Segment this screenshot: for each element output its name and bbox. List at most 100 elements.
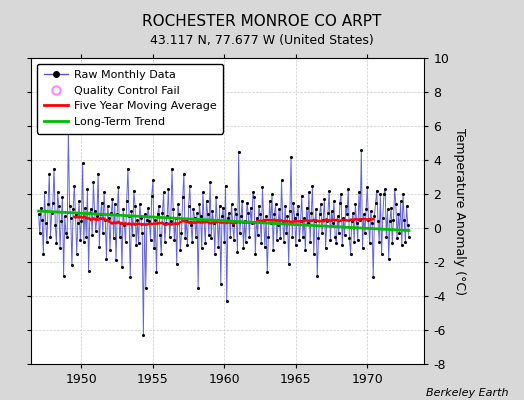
Point bbox=[38, 216, 46, 223]
Point bbox=[271, 201, 280, 207]
Point bbox=[96, 211, 105, 218]
Point bbox=[280, 238, 288, 245]
Point bbox=[230, 237, 238, 243]
Point bbox=[324, 210, 332, 216]
Point bbox=[339, 214, 347, 221]
Point bbox=[162, 220, 170, 226]
Point bbox=[196, 213, 205, 219]
Point bbox=[275, 206, 283, 212]
Point bbox=[249, 189, 257, 196]
Point bbox=[156, 232, 164, 238]
Point bbox=[63, 233, 71, 240]
Point bbox=[299, 233, 307, 240]
Point bbox=[143, 216, 151, 223]
Point bbox=[389, 216, 398, 223]
Point bbox=[362, 206, 370, 212]
Point bbox=[127, 208, 136, 214]
Point bbox=[102, 255, 111, 262]
Point bbox=[68, 262, 76, 269]
Point bbox=[92, 228, 100, 234]
Point bbox=[277, 177, 286, 184]
Point bbox=[329, 220, 337, 226]
Point bbox=[357, 147, 366, 153]
Point bbox=[218, 213, 226, 219]
Text: Berkeley Earth: Berkeley Earth bbox=[426, 388, 508, 398]
Point bbox=[279, 218, 287, 224]
Point bbox=[183, 242, 192, 248]
Point bbox=[325, 187, 333, 194]
Point bbox=[387, 204, 395, 211]
Point bbox=[368, 220, 376, 226]
Point bbox=[266, 198, 274, 204]
Point bbox=[49, 199, 57, 206]
Point bbox=[114, 184, 123, 190]
Point bbox=[72, 250, 81, 257]
Point bbox=[150, 245, 158, 252]
Point bbox=[70, 182, 79, 189]
Point bbox=[198, 245, 206, 252]
Point bbox=[199, 189, 207, 196]
Point bbox=[107, 210, 115, 216]
Point bbox=[71, 211, 80, 218]
Point bbox=[308, 182, 316, 189]
Point bbox=[256, 211, 264, 218]
Point bbox=[257, 240, 266, 246]
Point bbox=[110, 235, 118, 241]
Point bbox=[187, 222, 195, 228]
Point bbox=[164, 186, 172, 192]
Point bbox=[321, 245, 330, 252]
Point bbox=[312, 206, 320, 212]
Point bbox=[363, 184, 372, 190]
Point bbox=[390, 186, 399, 192]
Point bbox=[111, 201, 119, 207]
Point bbox=[274, 222, 282, 228]
Point bbox=[57, 218, 66, 224]
Point bbox=[161, 238, 169, 245]
Point bbox=[333, 213, 342, 219]
Point bbox=[350, 238, 358, 245]
Point bbox=[89, 179, 97, 185]
Point bbox=[375, 238, 384, 245]
Point bbox=[112, 257, 120, 264]
Point bbox=[358, 245, 367, 252]
Point bbox=[384, 206, 392, 212]
Point bbox=[185, 182, 194, 189]
Point bbox=[210, 220, 218, 226]
Point bbox=[172, 260, 181, 267]
Point bbox=[84, 267, 93, 274]
Point bbox=[46, 233, 54, 240]
Point bbox=[307, 210, 315, 216]
Point bbox=[119, 206, 127, 212]
Point bbox=[269, 247, 277, 253]
Point bbox=[332, 240, 341, 246]
Point bbox=[97, 199, 106, 206]
Point bbox=[356, 216, 364, 223]
Point bbox=[75, 198, 83, 204]
Point bbox=[342, 203, 350, 209]
Point bbox=[69, 206, 78, 212]
Point bbox=[343, 211, 351, 218]
Point bbox=[56, 245, 64, 252]
Point bbox=[316, 201, 325, 207]
Point bbox=[93, 213, 101, 219]
Point bbox=[103, 203, 112, 209]
Point bbox=[100, 189, 108, 196]
Point bbox=[367, 208, 375, 214]
Point bbox=[155, 203, 163, 209]
Point bbox=[323, 218, 331, 224]
Point bbox=[373, 187, 381, 194]
Point bbox=[374, 218, 382, 224]
Point bbox=[250, 194, 258, 201]
Text: 43.117 N, 77.677 W (United States): 43.117 N, 77.677 W (United States) bbox=[150, 34, 374, 47]
Point bbox=[334, 230, 343, 236]
Point bbox=[344, 186, 353, 192]
Point bbox=[220, 238, 228, 245]
Point bbox=[90, 208, 99, 214]
Point bbox=[175, 211, 183, 218]
Point bbox=[139, 332, 148, 338]
Point bbox=[122, 238, 130, 245]
Point bbox=[106, 247, 114, 253]
Point bbox=[124, 165, 132, 172]
Point bbox=[349, 210, 357, 216]
Point bbox=[251, 250, 259, 257]
